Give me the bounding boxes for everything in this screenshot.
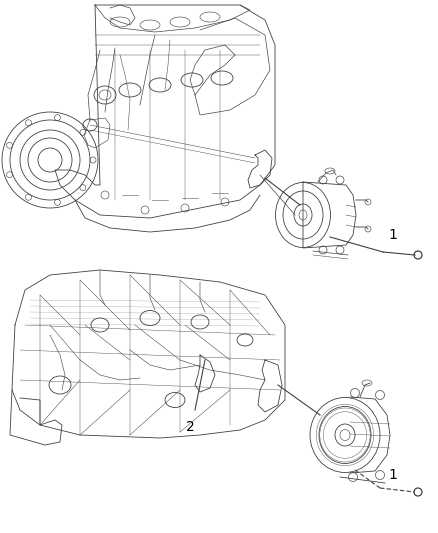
Text: 1: 1 <box>388 228 397 242</box>
Text: 1: 1 <box>388 468 397 482</box>
Text: 2: 2 <box>186 420 194 434</box>
